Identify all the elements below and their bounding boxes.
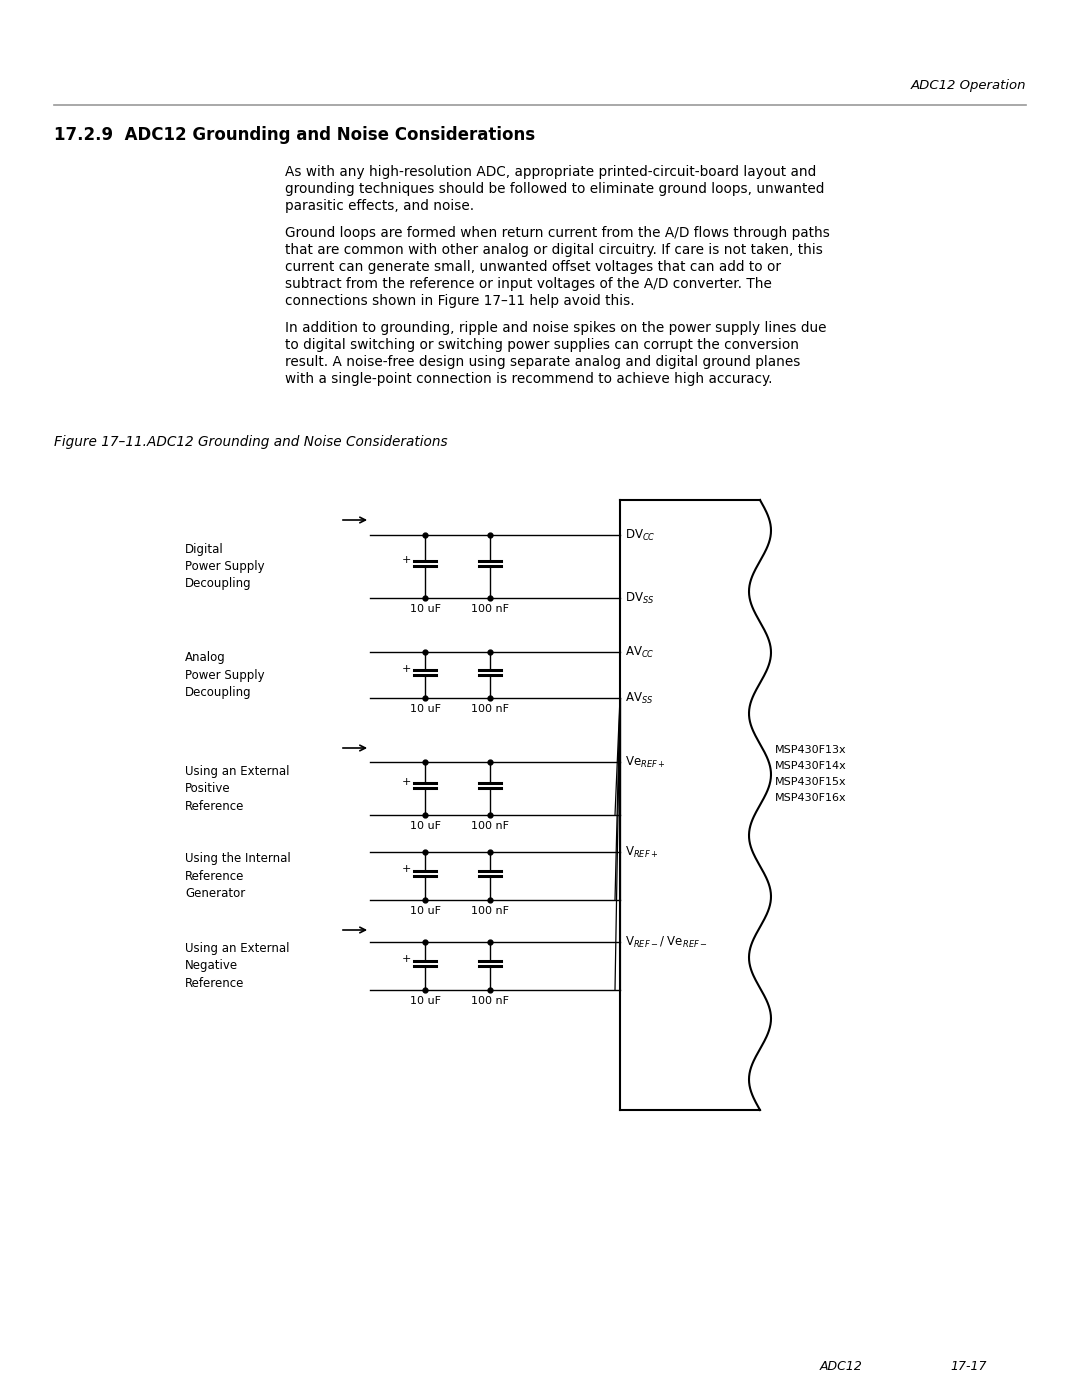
Text: subtract from the reference or input voltages of the A/D converter. The: subtract from the reference or input vol… [285, 277, 772, 291]
Text: 100 nF: 100 nF [471, 604, 509, 615]
Text: to digital switching or switching power supplies can corrupt the conversion: to digital switching or switching power … [285, 338, 799, 352]
Text: MSP430F14x: MSP430F14x [775, 761, 847, 771]
Text: with a single-point connection is recommend to achieve high accuracy.: with a single-point connection is recomm… [285, 372, 772, 386]
Text: 10 uF: 10 uF [409, 604, 441, 615]
Text: Analog
Power Supply
Decoupling: Analog Power Supply Decoupling [185, 651, 265, 698]
Text: AV$_{CC}$: AV$_{CC}$ [625, 644, 654, 659]
Text: V$_{REF+}$: V$_{REF+}$ [625, 844, 659, 859]
Text: ADC12: ADC12 [820, 1361, 863, 1373]
Text: Using an External
Negative
Reference: Using an External Negative Reference [185, 942, 289, 990]
Text: Using the Internal
Reference
Generator: Using the Internal Reference Generator [185, 852, 291, 900]
Text: 10 uF: 10 uF [409, 704, 441, 714]
Text: Using an External
Positive
Reference: Using an External Positive Reference [185, 764, 289, 813]
Text: Digital
Power Supply
Decoupling: Digital Power Supply Decoupling [185, 542, 265, 591]
Text: 10 uF: 10 uF [409, 996, 441, 1006]
Text: current can generate small, unwanted offset voltages that can add to or: current can generate small, unwanted off… [285, 260, 781, 274]
Text: As with any high-resolution ADC, appropriate printed-circuit-board layout and: As with any high-resolution ADC, appropr… [285, 165, 816, 179]
Text: MSP430F15x: MSP430F15x [775, 777, 847, 787]
Text: ADC12 Operation: ADC12 Operation [910, 80, 1026, 92]
Text: 100 nF: 100 nF [471, 907, 509, 916]
Text: that are common with other analog or digital circuitry. If care is not taken, th: that are common with other analog or dig… [285, 243, 823, 257]
Text: Ve$_{REF+}$: Ve$_{REF+}$ [625, 754, 665, 770]
Text: result. A noise-free design using separate analog and digital ground planes: result. A noise-free design using separa… [285, 355, 800, 369]
Text: AV$_{SS}$: AV$_{SS}$ [625, 690, 653, 705]
Text: Ground loops are formed when return current from the A/D flows through paths: Ground loops are formed when return curr… [285, 226, 829, 240]
Text: +: + [402, 664, 411, 673]
Text: +: + [402, 954, 411, 964]
Text: +: + [402, 865, 411, 875]
Text: In addition to grounding, ripple and noise spikes on the power supply lines due: In addition to grounding, ripple and noi… [285, 321, 826, 335]
Text: 10 uF: 10 uF [409, 907, 441, 916]
Text: MSP430F16x: MSP430F16x [775, 793, 847, 803]
Text: Figure 17–11.ADC12 Grounding and Noise Considerations: Figure 17–11.ADC12 Grounding and Noise C… [54, 434, 447, 448]
Text: +: + [402, 777, 411, 787]
Text: parasitic effects, and noise.: parasitic effects, and noise. [285, 198, 474, 212]
Text: +: + [402, 555, 411, 564]
Text: DV$_{SS}$: DV$_{SS}$ [625, 591, 654, 605]
Text: grounding techniques should be followed to eliminate ground loops, unwanted: grounding techniques should be followed … [285, 182, 824, 196]
Text: 100 nF: 100 nF [471, 821, 509, 831]
Text: 17.2.9  ADC12 Grounding and Noise Considerations: 17.2.9 ADC12 Grounding and Noise Conside… [54, 126, 535, 144]
Text: 100 nF: 100 nF [471, 704, 509, 714]
Text: connections shown in Figure 17–11 help avoid this.: connections shown in Figure 17–11 help a… [285, 293, 635, 307]
Text: 100 nF: 100 nF [471, 996, 509, 1006]
Text: MSP430F13x: MSP430F13x [775, 745, 847, 754]
Text: 17-17: 17-17 [950, 1361, 986, 1373]
Text: V$_{REF−}$/ Ve$_{REF−}$: V$_{REF−}$/ Ve$_{REF−}$ [625, 935, 707, 950]
Text: DV$_{CC}$: DV$_{CC}$ [625, 528, 656, 542]
Text: 10 uF: 10 uF [409, 821, 441, 831]
